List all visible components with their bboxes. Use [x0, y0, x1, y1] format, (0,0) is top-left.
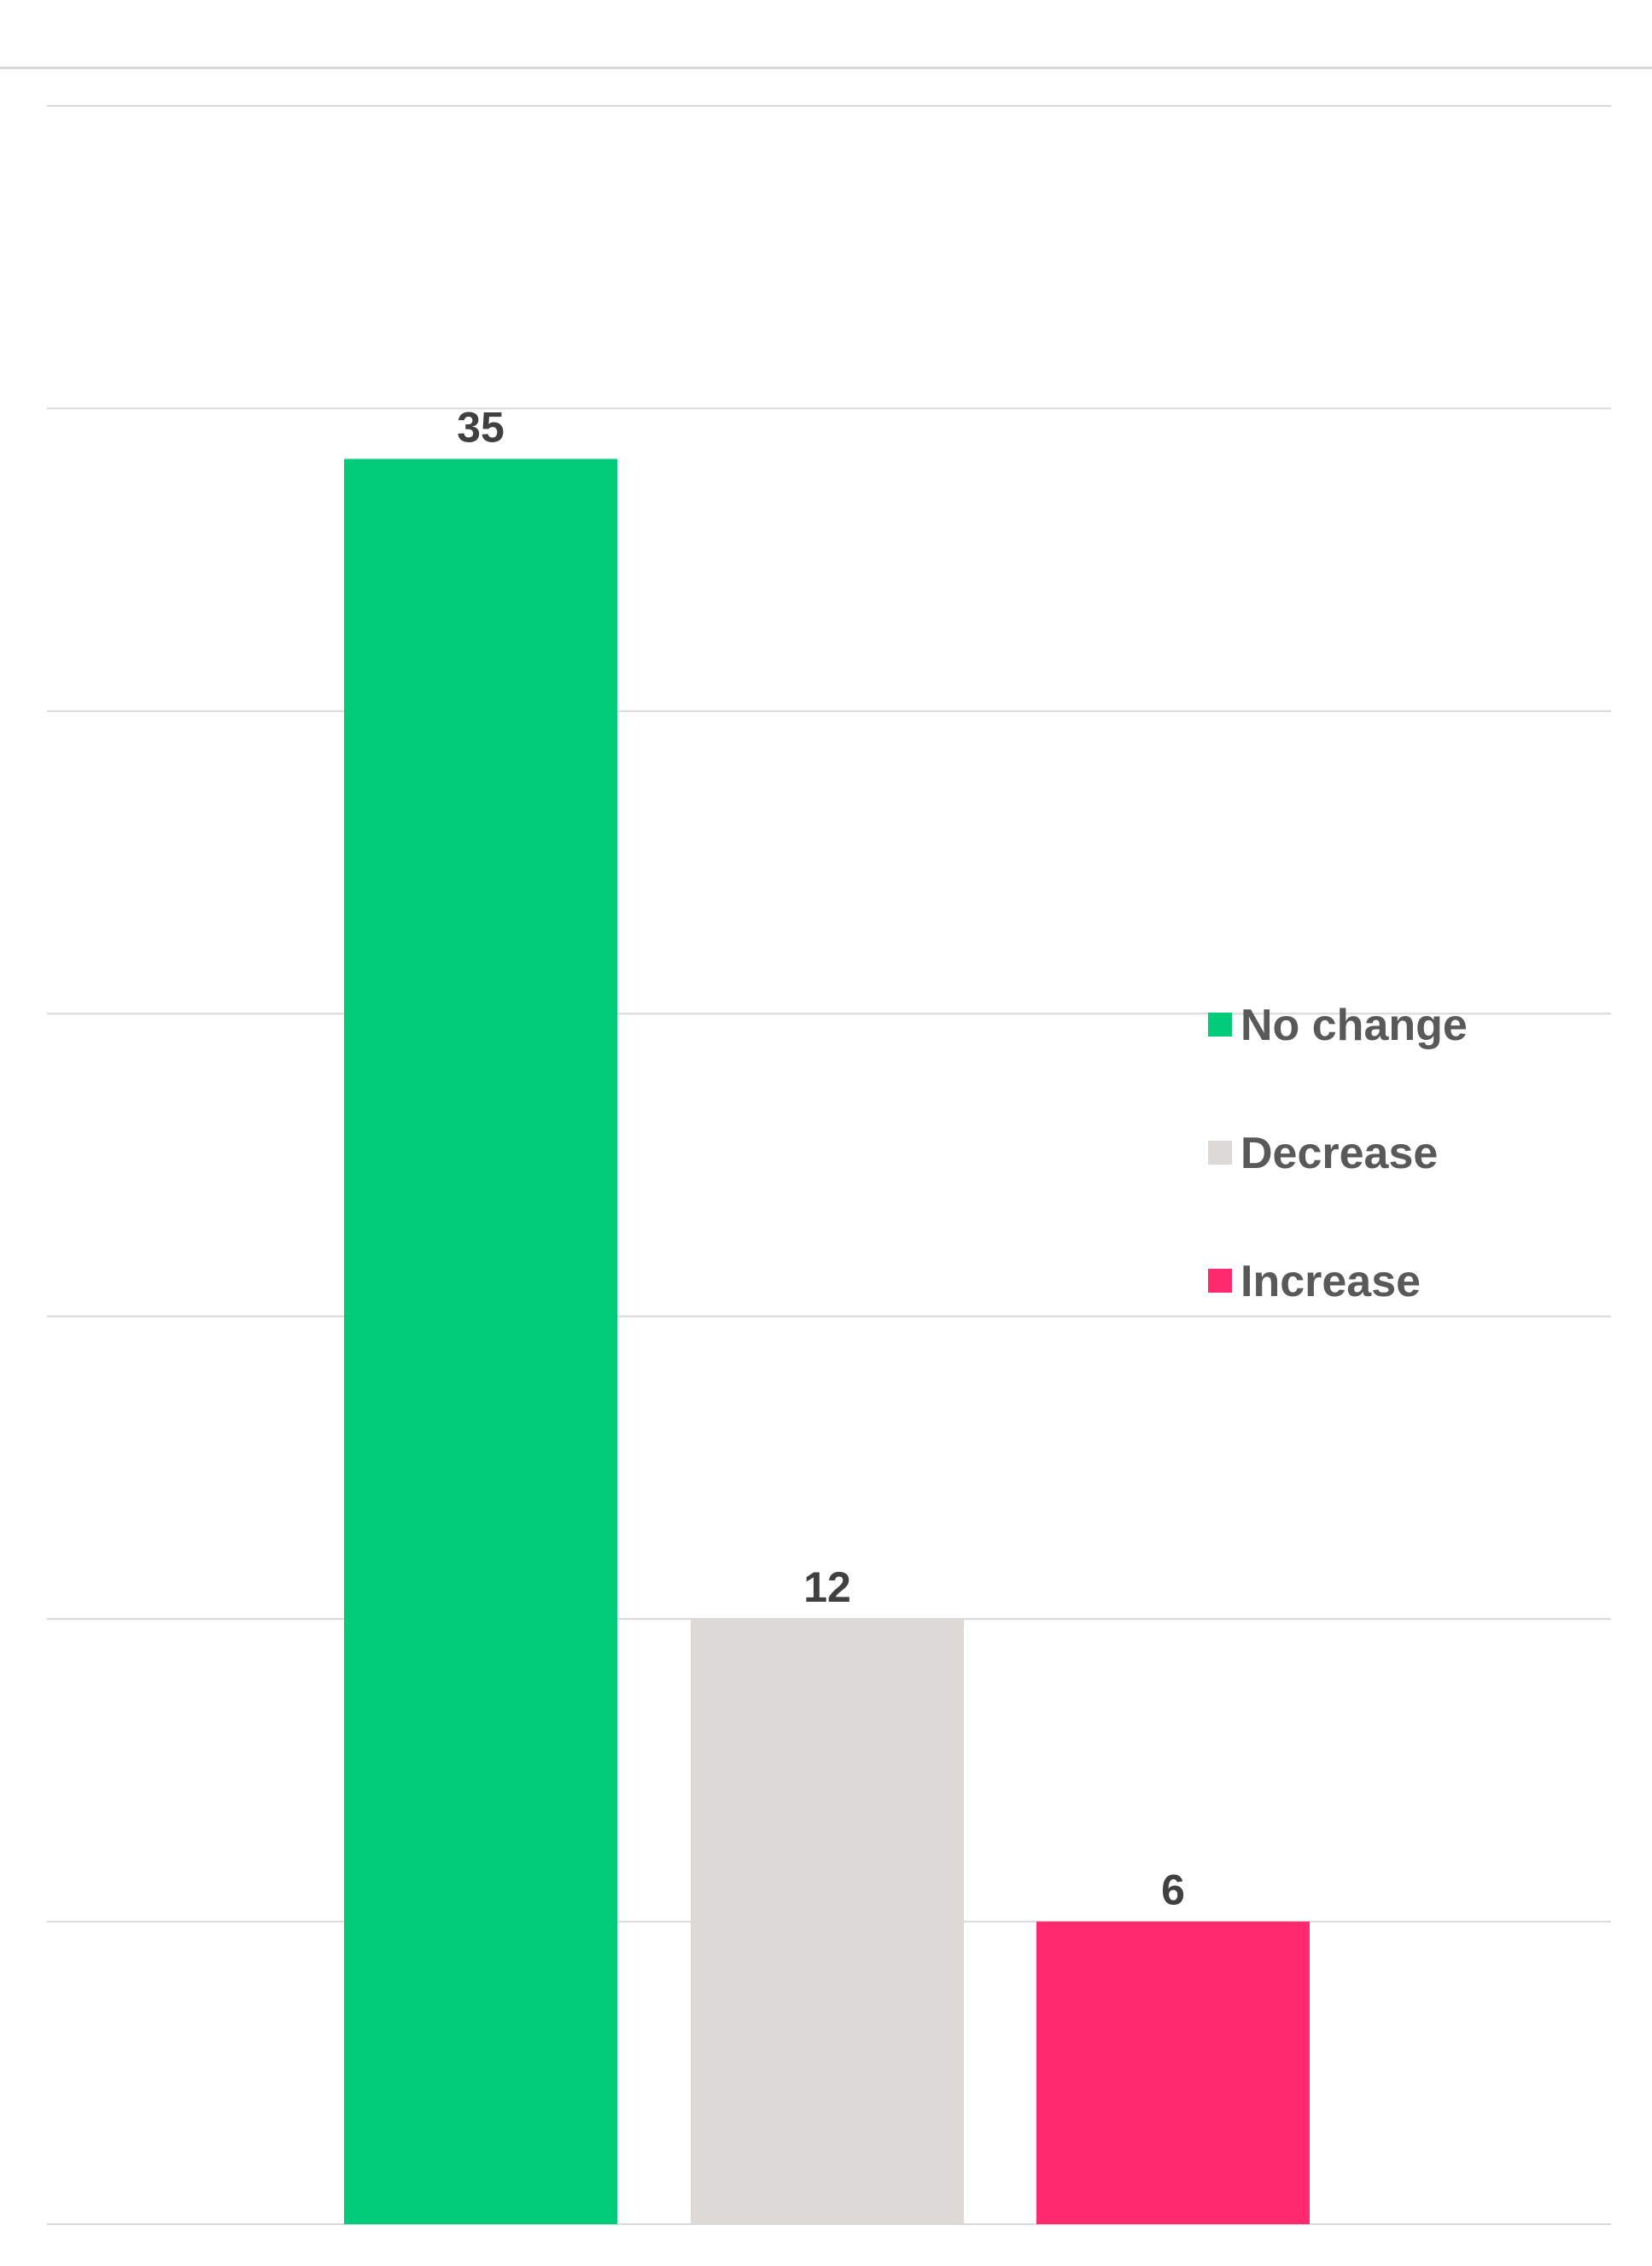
data-label: 6 — [1161, 1866, 1185, 1914]
legend-label: Decrease — [1240, 1129, 1438, 1178]
bars — [344, 458, 1310, 2224]
data-label: 35 — [457, 404, 505, 452]
legend-label: Increase — [1240, 1257, 1421, 1306]
legend: No change Decrease Increase — [1208, 1001, 1468, 1306]
legend-swatch — [1208, 1269, 1232, 1293]
bar-increase — [1036, 1921, 1310, 2224]
legend-swatch — [1208, 1141, 1232, 1165]
legend-swatch — [1208, 1013, 1232, 1037]
header-divider — [0, 67, 1652, 69]
data-labels: 35 12 6 — [457, 404, 1185, 1914]
legend-label: No change — [1240, 1001, 1468, 1050]
bar-no-change — [344, 458, 617, 2224]
data-label: 12 — [803, 1563, 851, 1611]
gridlines — [47, 105, 1611, 2225]
bar-decrease — [691, 1619, 964, 2224]
